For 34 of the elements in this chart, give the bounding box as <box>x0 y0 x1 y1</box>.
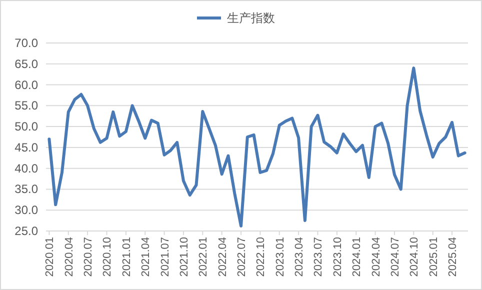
y-tick-label: 40.0 <box>14 161 38 176</box>
x-tick-label: 2023.10 <box>332 237 344 277</box>
y-tick-label: 25.0 <box>14 224 38 238</box>
x-tick-label: 2020.10 <box>102 237 114 277</box>
legend-label: 生产指数 <box>227 11 275 25</box>
x-tick-label: 2023.07 <box>312 237 325 277</box>
x-tick-label: 2020.01 <box>44 237 56 277</box>
y-tick-label: 45.0 <box>14 140 38 154</box>
x-tick-label: 2021.01 <box>120 237 133 277</box>
x-tick-label: 2022.10 <box>255 237 268 277</box>
x-tick-label: 2024.10 <box>408 237 421 277</box>
x-tick-label: 2022.01 <box>198 237 210 277</box>
x-tick-label: 2024.04 <box>370 237 382 277</box>
y-tick-label: 70.0 <box>14 36 38 50</box>
x-tick-label: 2024.01 <box>351 237 364 277</box>
x-tick-label: 2025.01 <box>428 237 440 277</box>
y-tick-label: 60.0 <box>14 78 38 92</box>
x-tick-label: 2021.07 <box>159 237 172 277</box>
x-tick-label: 2021.04 <box>140 237 152 277</box>
y-tick-label: 65.0 <box>14 56 38 71</box>
x-tick-label: 2021.10 <box>178 237 190 277</box>
x-tick-label: 2020.07 <box>82 237 95 277</box>
x-tick-label: 2022.07 <box>236 237 248 277</box>
line-series <box>48 66 466 228</box>
x-tick-label: 2025.04 <box>447 237 460 277</box>
x-tick-label: 2024.07 <box>389 237 402 277</box>
x-tick-label: 2023.04 <box>294 237 306 277</box>
y-tick-label: 50.0 <box>14 120 38 134</box>
x-tick-label: 2020.04 <box>63 237 76 277</box>
y-tick-label: 55.0 <box>14 98 38 113</box>
x-tick-label: 2022.04 <box>216 237 229 277</box>
y-tick-label: 35.0 <box>14 182 38 196</box>
y-tick-label: 30.0 <box>14 203 38 218</box>
x-tick-label: 2023.01 <box>274 237 286 277</box>
